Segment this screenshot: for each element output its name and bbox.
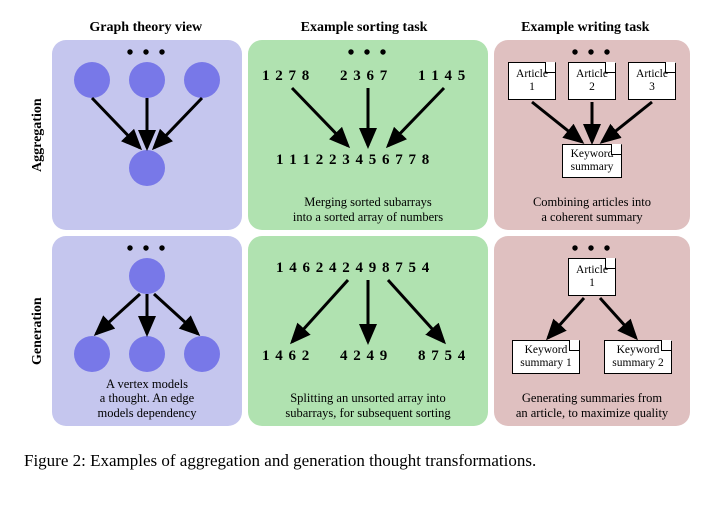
- panel-caption: Generating summaries from an article, to…: [494, 391, 690, 420]
- figure: Graph theory view Example sorting task E…: [24, 20, 682, 472]
- row-aggregation: Aggregation • • •: [24, 40, 682, 230]
- rows: Aggregation • • •: [24, 40, 682, 426]
- figure-caption: Figure 2: Examples of aggregation and ge…: [24, 450, 682, 472]
- row-label-agg: Aggregation: [24, 40, 52, 230]
- panel-sort-gen: 1 4 6 2 4 2 4 9 8 7 5 4 1 4 6 2 4 2 4 9 …: [248, 236, 488, 426]
- panel-write-agg: • • • Article 1 Article 2 Article 3 Keyw…: [494, 40, 690, 230]
- panel-caption: A vertex models a thought. An edge model…: [52, 377, 242, 420]
- arrows: [52, 40, 242, 230]
- panel-write-gen: • • • Article 1 Keyword summary 1 Keywor…: [494, 236, 690, 426]
- column-headers: Graph theory view Example sorting task E…: [52, 20, 682, 40]
- panel-graph-gen: • • • A vertex models a thought. An edge…: [52, 236, 242, 426]
- panel-caption: Combining articles into a coherent summa…: [494, 195, 690, 224]
- panel-caption: Merging sorted subarrays into a sorted a…: [248, 195, 488, 224]
- row-generation: Generation • • • A vertex models a th: [24, 236, 682, 426]
- panel-caption: Splitting an unsorted array into subarra…: [248, 391, 488, 420]
- panel-graph-agg: • • •: [52, 40, 242, 230]
- header-col1: Graph theory view: [52, 20, 240, 40]
- header-col2: Example sorting task: [246, 20, 483, 40]
- row-label-gen: Generation: [24, 236, 52, 426]
- header-col3: Example writing task: [489, 20, 683, 40]
- panel-sort-agg: • • • 1 2 7 8 2 3 6 7 1 1 4 5 1 1 1 2 2 …: [248, 40, 488, 230]
